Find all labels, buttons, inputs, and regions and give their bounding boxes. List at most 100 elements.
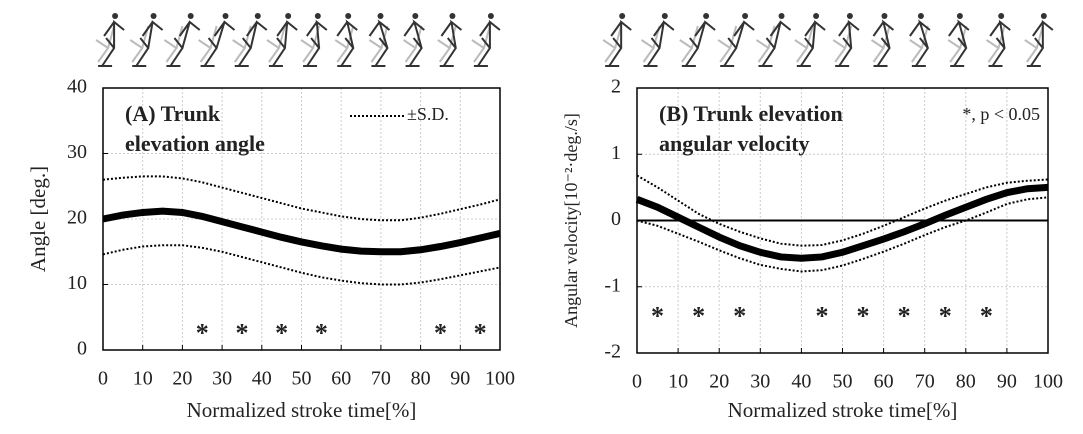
- stick-figure: [1024, 13, 1054, 67]
- x-tick-label: 90: [450, 368, 470, 390]
- x-tick-label: 30: [750, 371, 770, 393]
- figure-body: [720, 20, 755, 67]
- y-tick-label: 30: [67, 141, 87, 163]
- figure-head: [619, 13, 626, 19]
- figure-head: [254, 13, 261, 19]
- chart-title: angular velocity: [659, 131, 810, 156]
- figure-head: [412, 13, 419, 19]
- figure-body: [403, 19, 425, 67]
- figure-body-back: [679, 25, 699, 63]
- x-tick-label: 40: [791, 371, 811, 393]
- x-axis-label: Normalized stroke time[%]: [187, 398, 417, 422]
- figure-body-back: [1024, 25, 1044, 63]
- figure-head: [917, 13, 924, 19]
- stick-figure: [794, 13, 826, 67]
- figure-body: [234, 20, 268, 67]
- figure-head: [314, 13, 321, 19]
- stick-figure: [909, 13, 931, 67]
- figure-body: [796, 20, 826, 67]
- figure-body: [948, 19, 970, 67]
- figure-body: [336, 19, 358, 67]
- figure-head: [377, 13, 384, 19]
- x-tick-label: 50: [292, 368, 312, 390]
- figure-body: [758, 20, 792, 67]
- figure-body: [835, 19, 860, 67]
- figure-body-back: [437, 25, 457, 63]
- y-tick-label: 2: [611, 76, 621, 98]
- significance-marker: *: [196, 319, 209, 348]
- sd-upper-line: [636, 174, 1049, 247]
- figure-body: [605, 19, 632, 67]
- y-axis-label: Angular velocity[10⁻²·deg./s]: [561, 113, 581, 328]
- figure-head: [449, 13, 456, 19]
- mean-line: [102, 207, 501, 256]
- figure-head: [187, 13, 194, 19]
- figure-head: [285, 13, 292, 19]
- figure-head: [813, 13, 820, 19]
- stick-figure: [403, 13, 425, 67]
- figure-head: [222, 13, 229, 19]
- stick-figure: [198, 13, 236, 67]
- significance-marker: *: [651, 302, 664, 331]
- stick-figure: [755, 13, 792, 67]
- figure-body: [98, 19, 125, 67]
- x-tick-label: 80: [411, 368, 431, 390]
- stick-figure: [437, 13, 463, 67]
- sd-upper-line: [102, 175, 501, 222]
- mean-line: [635, 183, 1049, 262]
- significance-marker: *: [692, 302, 705, 331]
- x-tick-label: 90: [997, 371, 1017, 393]
- x-tick-label: 100: [1033, 371, 1063, 393]
- significance-marker: *: [275, 319, 288, 348]
- significance-marker: *: [815, 302, 828, 331]
- figure-head: [1040, 13, 1047, 19]
- x-tick-label: 30: [212, 368, 232, 390]
- figure-head: [998, 13, 1005, 19]
- figure-body: [368, 19, 391, 67]
- y-tick-label: -1: [604, 274, 621, 296]
- stick-figure: [95, 13, 125, 67]
- x-tick-label: 100: [485, 368, 515, 390]
- stick-figure: [717, 13, 755, 67]
- figure-body: [643, 20, 675, 67]
- stick-figure: [870, 13, 895, 67]
- figure-head: [345, 13, 352, 19]
- significance-marker: *: [939, 302, 952, 331]
- figure-head: [778, 13, 785, 19]
- stick-figure: [232, 13, 268, 67]
- rowing-figures: [95, 13, 1054, 67]
- annotation: *, p < 0.05: [962, 104, 1040, 124]
- figure-body-back: [198, 25, 218, 63]
- x-tick-label: 50: [833, 371, 853, 393]
- x-tick-label: 70: [371, 368, 391, 390]
- significance-marker: *: [315, 319, 328, 348]
- stick-figure: [832, 13, 860, 67]
- figure-body: [268, 20, 298, 67]
- stick-figure: [129, 13, 164, 67]
- significance-marker: *: [980, 302, 993, 331]
- figure-body: [1026, 19, 1054, 67]
- stick-figure: [947, 13, 970, 67]
- x-tick-label: 20: [709, 371, 729, 393]
- figure-body-back: [717, 25, 738, 63]
- figure-body: [473, 19, 501, 67]
- figure-body-back: [985, 25, 1006, 63]
- significance-marker: *: [235, 319, 248, 348]
- x-tick-label: 20: [172, 368, 192, 390]
- figure-body: [303, 19, 328, 67]
- x-tick-label: 0: [98, 368, 108, 390]
- figure-body: [200, 20, 236, 67]
- sd-lower-line: [102, 244, 501, 286]
- stick-figure: [266, 13, 298, 67]
- stick-figure: [163, 13, 201, 67]
- figure-body: [988, 19, 1011, 67]
- figure-head: [703, 13, 710, 19]
- figure-body-back: [95, 25, 116, 63]
- figure-body-back: [232, 25, 252, 63]
- y-tick-label: 1: [611, 142, 621, 164]
- x-tick-label: 10: [133, 368, 153, 390]
- chart-title: (A) Trunk: [125, 101, 221, 126]
- stick-figure: [334, 13, 358, 67]
- figure-body: [909, 19, 931, 67]
